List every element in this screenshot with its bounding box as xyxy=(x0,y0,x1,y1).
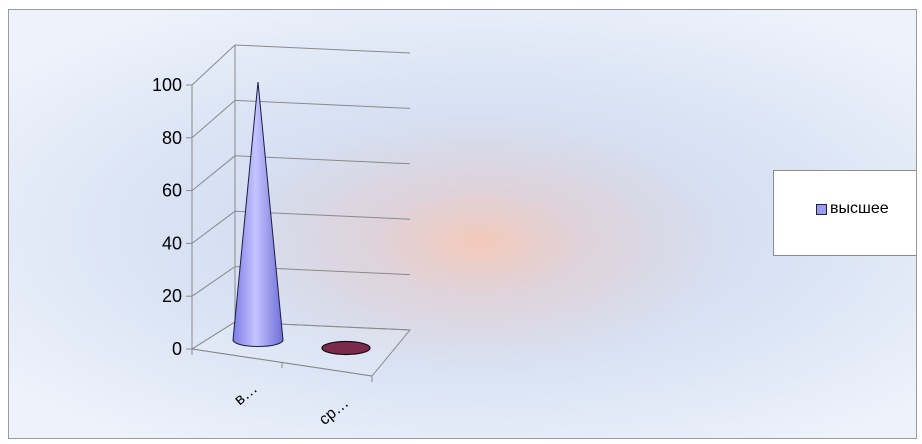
category-label: в… xyxy=(231,380,261,409)
bar-cone-1 xyxy=(232,81,284,347)
category-labels: в… ср… xyxy=(231,380,352,428)
gridline xyxy=(234,44,411,54)
bar-cone-2 xyxy=(321,340,371,356)
chart-plot: 0 20 40 60 80 100 в… ср… xyxy=(152,44,412,429)
chart-area: 0 20 40 60 80 100 в… ср… высшее xyxy=(8,9,917,439)
legend-label: высшее xyxy=(830,200,889,217)
side-gridline xyxy=(191,44,236,86)
y-tick-labels: 0 20 40 60 80 100 xyxy=(152,75,182,359)
y-tick-label: 100 xyxy=(152,75,182,95)
y-tick-label: 80 xyxy=(162,128,182,148)
legend-entry: высшее xyxy=(816,200,889,218)
gridline xyxy=(234,99,411,109)
category-label: ср… xyxy=(316,394,352,428)
side-gridline xyxy=(191,210,236,244)
legend-swatch xyxy=(816,203,827,215)
y-tick-label: 60 xyxy=(162,181,182,201)
side-gridline xyxy=(191,266,236,297)
axes xyxy=(186,84,373,382)
side-gridline xyxy=(191,100,236,139)
side-gridline xyxy=(191,155,236,191)
y-tick-label: 40 xyxy=(162,233,182,253)
y-tick-label: 20 xyxy=(162,286,182,306)
legend: высшее xyxy=(773,170,916,256)
floor xyxy=(190,321,412,377)
y-tick-label: 0 xyxy=(172,339,182,359)
gridlines xyxy=(190,44,412,377)
data-marks xyxy=(232,81,371,356)
